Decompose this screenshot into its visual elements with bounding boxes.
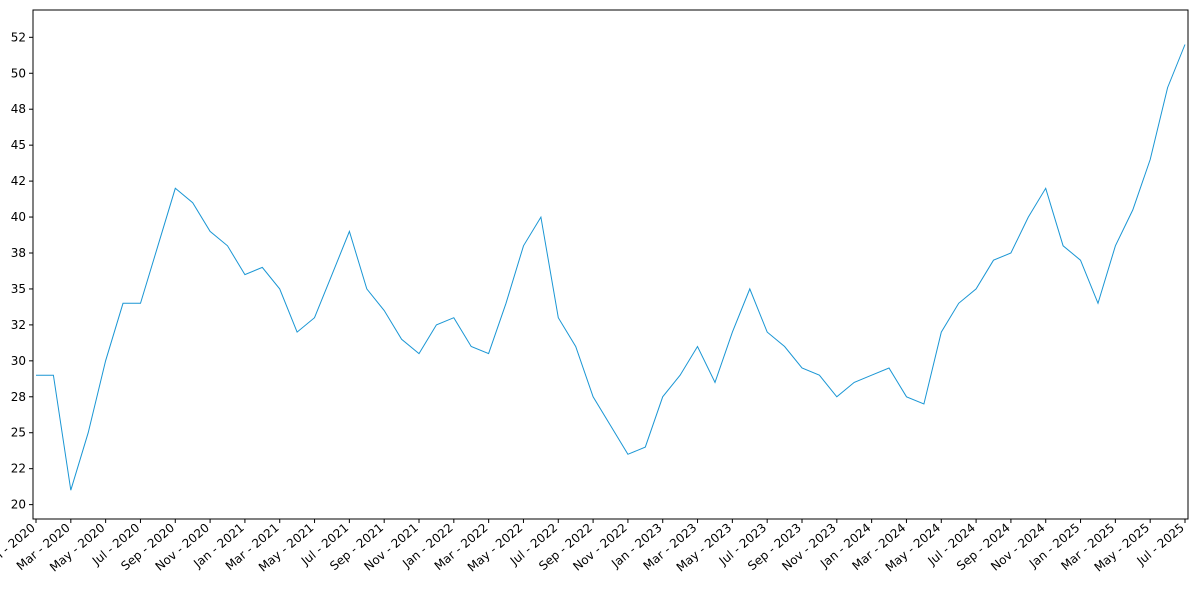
plot-frame [32,9,1189,520]
line [36,44,1186,491]
y-tick-label: 22 [11,462,26,476]
y-tick-label: 50 [11,66,26,80]
y-tick-label: 30 [11,354,26,368]
y-tick-label: 40 [11,210,26,224]
y-tick-label: 32 [11,318,26,332]
y-tick-label: 38 [11,246,26,260]
y-tick-label: 35 [11,282,26,296]
y-tick-label: 48 [11,102,26,116]
y-tick-label: 20 [11,498,26,512]
y-tick-label: 25 [11,426,26,440]
y-tick-label: 52 [11,30,26,44]
y-tick-label: 28 [11,390,26,404]
y-tick-label: 45 [11,138,26,152]
y-tick-label: 42 [11,174,26,188]
